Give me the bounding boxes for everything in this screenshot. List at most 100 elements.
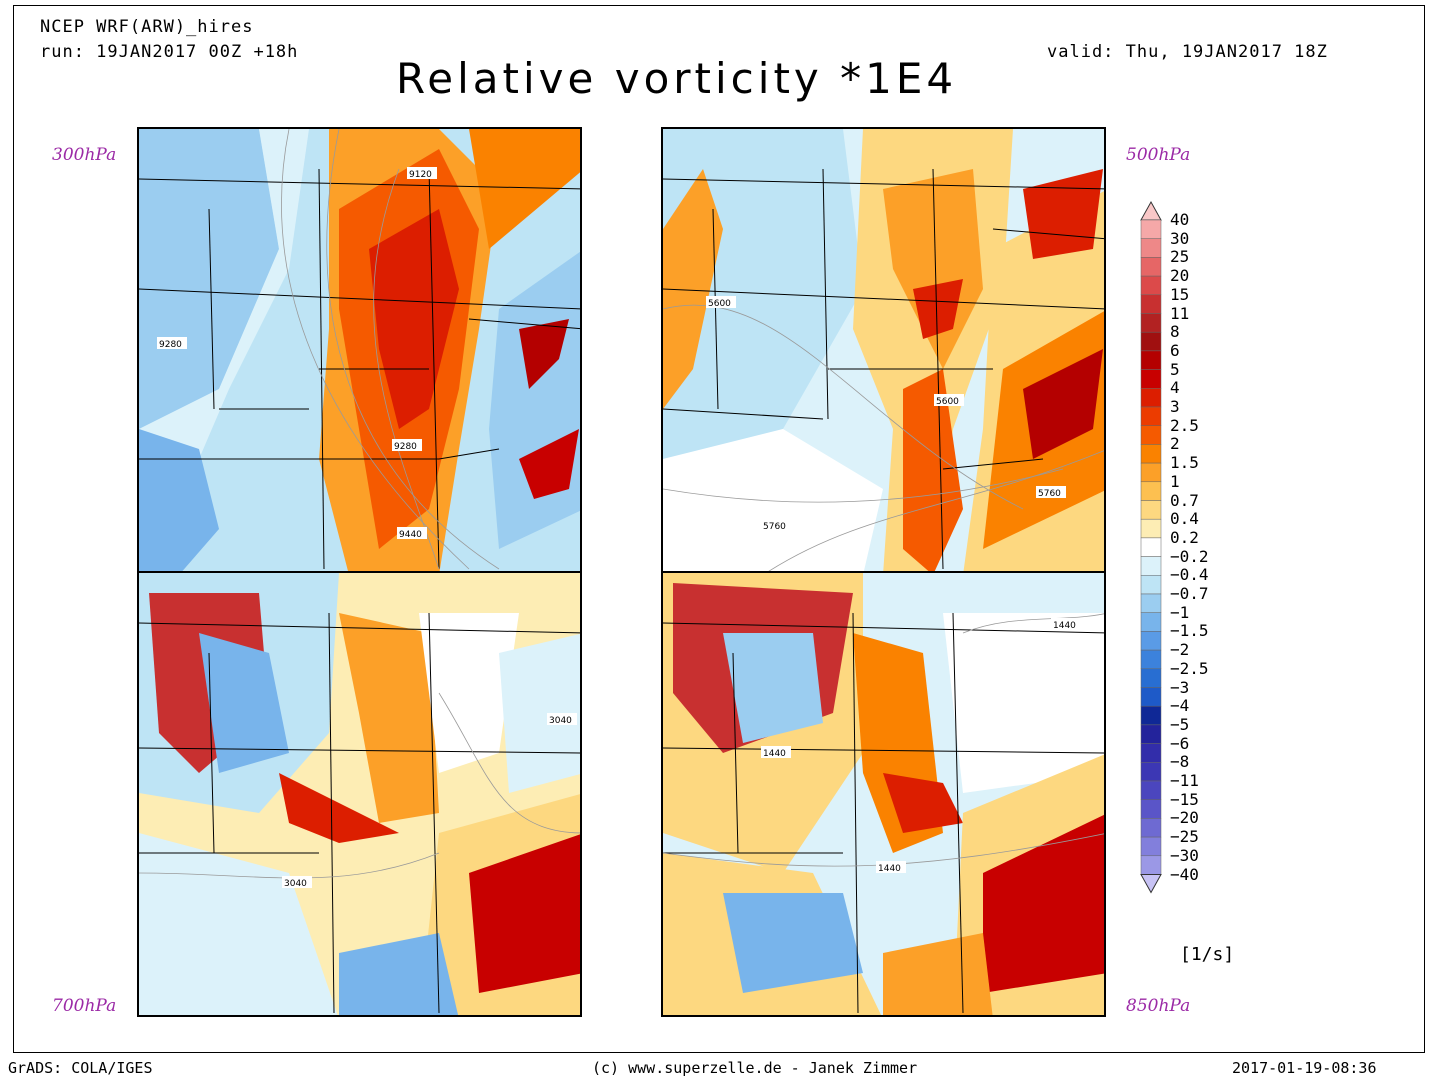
colorbar-tick-label: 8: [1170, 322, 1180, 342]
colorbar-swatch: [1140, 780, 1162, 800]
chart-title: Relative vorticity *1E4: [396, 54, 958, 103]
colorbar-tick-label: 2.5: [1170, 415, 1199, 435]
colorbar-tick-label: −0.4: [1170, 565, 1209, 585]
colorbar-swatch: [1140, 294, 1162, 314]
colorbar-top-arrow: [1140, 200, 1162, 221]
colorbar-swatch: [1140, 369, 1162, 389]
contour-label: 5600: [936, 397, 959, 407]
contour-label: 3040: [284, 879, 307, 889]
colorbar-swatch: [1140, 799, 1162, 819]
colorbar-swatch: [1140, 556, 1162, 576]
contour-label: 1440: [878, 864, 901, 874]
colorbar-tick-label: −8: [1170, 752, 1190, 772]
colorbar-swatch: [1140, 518, 1162, 539]
colorbar-swatch: [1140, 612, 1162, 632]
contour-label: 5600: [708, 299, 731, 309]
level-label-300: 300hPa: [52, 145, 117, 165]
level-label-500: 500hPa: [1126, 145, 1191, 165]
colorbar-swatch: [1140, 238, 1162, 258]
colorbar-swatch: [1140, 836, 1162, 857]
footer-credit: (c) www.superzelle.de - Janek Zimmer: [592, 1059, 918, 1077]
colorbar-swatch: [1140, 593, 1162, 613]
colorbar-tick-label: −0.2: [1170, 546, 1209, 566]
colorbar-tick-label: 5: [1170, 359, 1180, 379]
level-label-850: 850hPa: [1126, 996, 1191, 1016]
colorbar-tick-label: 30: [1170, 228, 1190, 248]
colorbar-swatch: [1140, 425, 1162, 445]
colorbar-tick-label: −40: [1170, 864, 1199, 884]
colorbar-swatch: [1140, 331, 1162, 352]
level-label-700: 700hPa: [52, 996, 117, 1016]
colorbar-tick-label: −30: [1170, 845, 1199, 865]
colorbar-tick-label: −3: [1170, 677, 1190, 697]
colorbar-swatch: [1140, 631, 1162, 651]
colorbar-swatch: [1140, 388, 1162, 408]
map-panel-300hpa: 9120 9280 9280 9440: [137, 127, 582, 573]
contour-label: 9280: [394, 442, 417, 452]
colorbar-tick-label: −1: [1170, 602, 1190, 622]
contour-label: 5760: [1038, 489, 1061, 499]
colorbar-tick-label: 40: [1170, 210, 1190, 229]
colorbar-swatch: [1140, 444, 1162, 464]
colorbar: [1140, 200, 1162, 894]
map-panel-850hpa: 1440 1440 1440: [661, 571, 1106, 1017]
contour-label: 9440: [399, 530, 422, 540]
colorbar-swatch: [1140, 275, 1162, 296]
figure-frame: [13, 5, 1425, 1053]
colorbar-tick-label: −25: [1170, 827, 1199, 847]
colorbar-tick-label: −2.5: [1170, 658, 1209, 678]
footer-timestamp: 2017-01-19-08:36: [1232, 1059, 1377, 1077]
colorbar-swatch: [1140, 313, 1162, 333]
colorbar-tick-label: 1.5: [1170, 453, 1199, 473]
colorbar-swatch: [1140, 668, 1162, 688]
colorbar-swatch: [1140, 537, 1162, 557]
colorbar-tick-label: 20: [1170, 266, 1190, 286]
colorbar-swatch: [1140, 257, 1162, 277]
valid-label: valid: Thu, 19JAN2017 18Z: [1047, 42, 1328, 62]
colorbar-swatch: [1140, 219, 1162, 239]
vorticity-map-700hpa: 3040 3040: [139, 573, 580, 1015]
colorbar-tick-label: 0.2: [1170, 527, 1199, 547]
colorbar-swatch: [1140, 743, 1162, 763]
run-label: run: 19JAN2017 00Z +18h: [40, 42, 299, 62]
colorbar-swatch: [1140, 462, 1162, 483]
colorbar-tick-label: 25: [1170, 247, 1190, 267]
contour-label: 9120: [409, 170, 432, 180]
colorbar-tick-label: 15: [1170, 284, 1190, 304]
colorbar-tick-label: 0.7: [1170, 490, 1199, 510]
contour-label: 1440: [763, 749, 786, 759]
colorbar-swatch: [1140, 724, 1162, 744]
colorbar-swatch: [1140, 481, 1162, 501]
colorbar-tick-label: 1: [1170, 471, 1180, 491]
model-label: NCEP WRF(ARW)_hires: [40, 17, 254, 37]
colorbar-tick-label: 3: [1170, 397, 1180, 416]
colorbar-tick-label: −0.7: [1170, 584, 1209, 603]
colorbar-swatch: [1140, 350, 1162, 370]
vorticity-map-300hpa: 9120 9280 9280 9440: [139, 129, 580, 571]
colorbar-bottom-arrow: [1140, 874, 1162, 894]
colorbar-swatch: [1140, 818, 1162, 838]
colorbar-tick-label: −20: [1170, 808, 1199, 828]
contour-label: 3040: [549, 716, 572, 726]
vorticity-map-500hpa: 5600 5600 5760 5760: [663, 129, 1104, 571]
colorbar-swatch: [1140, 855, 1162, 875]
map-panel-500hpa: 5600 5600 5760 5760: [661, 127, 1106, 573]
colorbar-swatch: [1140, 406, 1162, 426]
colorbar-swatch: [1140, 575, 1162, 595]
colorbar-tick-label: −15: [1170, 789, 1199, 809]
colorbar-tick-label: −1.5: [1170, 621, 1209, 641]
colorbar-swatch: [1140, 500, 1162, 520]
colorbar-swatch: [1140, 705, 1162, 726]
colorbar-swatch: [1140, 762, 1162, 782]
colorbar-tick-label: 4: [1170, 378, 1180, 398]
contour-label: 9280: [159, 340, 182, 350]
colorbar-tick-label: −6: [1170, 733, 1190, 753]
map-panel-700hpa: 3040 3040: [137, 571, 582, 1017]
contour-label: 1440: [1053, 621, 1076, 631]
colorbar-tick-label: −11: [1170, 771, 1199, 790]
colorbar-tick-label: 11: [1170, 303, 1190, 323]
units-label: [1/s]: [1180, 944, 1235, 965]
vorticity-map-850hpa: 1440 1440 1440: [663, 573, 1104, 1015]
colorbar-swatch: [1140, 687, 1162, 707]
colorbar-tick-label: −5: [1170, 714, 1190, 734]
